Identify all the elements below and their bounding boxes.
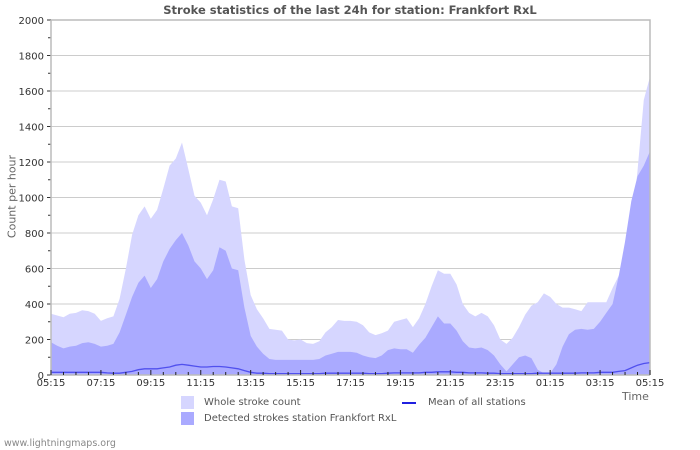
svg-text:17:15: 17:15 xyxy=(336,378,365,389)
axes: 0 200 400 600 800 1000 1200 1400 1600 1800 2000 05:… xyxy=(19,16,665,389)
svg-text:800: 800 xyxy=(25,229,44,240)
svg-text:07:15: 07:15 xyxy=(87,378,116,389)
svg-text:400: 400 xyxy=(25,300,44,311)
svg-text:1200: 1200 xyxy=(19,158,44,169)
svg-text:11:15: 11:15 xyxy=(186,378,215,389)
svg-text:1600: 1600 xyxy=(19,87,44,98)
svg-text:0: 0 xyxy=(38,371,44,382)
svg-text:1800: 1800 xyxy=(19,52,44,63)
legend-whole: Whole stroke count xyxy=(204,397,301,408)
svg-text:19:15: 19:15 xyxy=(386,378,415,389)
legend-line-mean xyxy=(402,402,416,404)
svg-text:1400: 1400 xyxy=(19,123,44,134)
svg-text:03:15: 03:15 xyxy=(586,378,615,389)
svg-text:05:15: 05:15 xyxy=(636,378,665,389)
svg-text:05:15: 05:15 xyxy=(37,378,66,389)
svg-text:1000: 1000 xyxy=(19,194,44,205)
svg-text:2000: 2000 xyxy=(19,16,44,27)
legend-detected: Detected strokes station Frankfort RxL xyxy=(204,413,397,424)
svg-text:200: 200 xyxy=(25,336,44,347)
x-axis-label: Time xyxy=(622,390,649,403)
svg-text:23:15: 23:15 xyxy=(486,378,515,389)
svg-text:01:15: 01:15 xyxy=(536,378,565,389)
legend-swatch-whole xyxy=(181,396,194,409)
detected-strokes-area xyxy=(51,151,650,375)
svg-text:21:15: 21:15 xyxy=(436,378,465,389)
svg-text:13:15: 13:15 xyxy=(236,378,265,389)
legend-mean: Mean of all stations xyxy=(428,397,526,408)
footer-link[interactable]: www.lightningmaps.org xyxy=(4,438,116,449)
svg-text:09:15: 09:15 xyxy=(136,378,165,389)
svg-text:600: 600 xyxy=(25,265,44,276)
svg-text:15:15: 15:15 xyxy=(286,378,315,389)
chart-title: Stroke statistics of the last 24h for st… xyxy=(163,3,537,17)
legend-swatch-detected xyxy=(181,412,194,425)
